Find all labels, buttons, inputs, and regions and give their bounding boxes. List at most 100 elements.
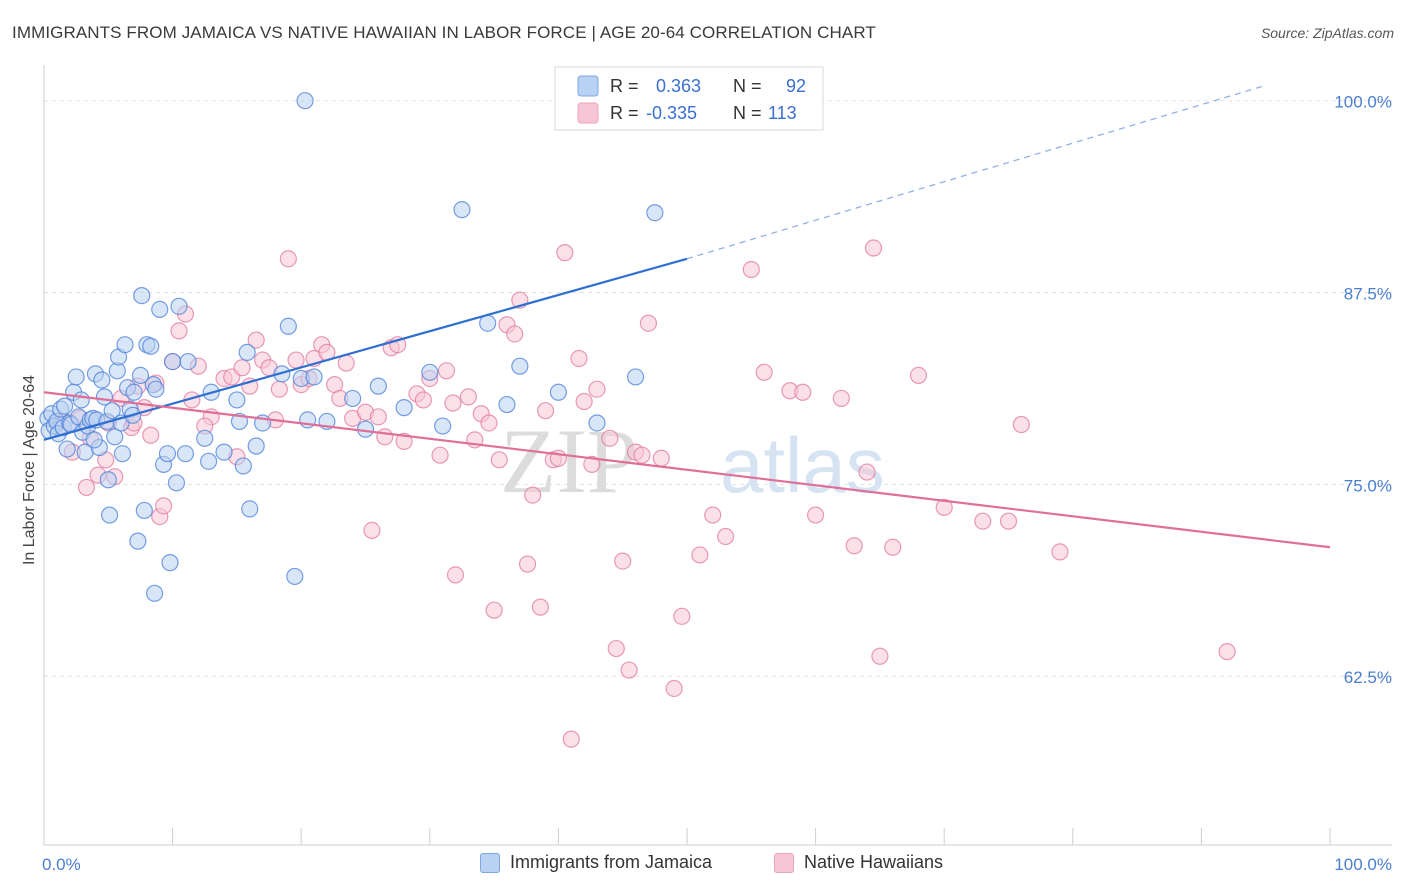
- legend-r-label: R =: [610, 76, 639, 96]
- point-hawaiian: [437, 362, 456, 380]
- point-jamaica: [151, 300, 169, 319]
- point-jamaica: [511, 357, 529, 375]
- point-hawaiian: [562, 730, 580, 748]
- y-tick-labels: 62.5% 75.0% 87.5% 100.0%: [1334, 93, 1392, 687]
- point-hawaiian: [279, 250, 297, 268]
- point-hawaiian: [414, 391, 432, 409]
- point-jamaica: [369, 377, 387, 395]
- point-hawaiian: [794, 383, 812, 401]
- y-tick-label: 62.5%: [1344, 668, 1392, 687]
- point-hawaiian: [170, 322, 188, 340]
- point-jamaica: [100, 506, 119, 524]
- legend-r-label: R =: [610, 103, 639, 123]
- point-jamaica: [286, 567, 304, 586]
- point-hawaiian: [1012, 415, 1030, 434]
- point-jamaica: [135, 501, 153, 520]
- point-jamaica: [133, 286, 151, 305]
- point-hawaiian: [755, 363, 773, 381]
- point-hawaiian: [395, 432, 413, 450]
- point-hawaiian: [575, 392, 593, 411]
- point-hawaiian: [974, 512, 992, 530]
- series-immigrants-from-jamaica: [39, 92, 664, 602]
- point-jamaica: [142, 337, 160, 355]
- trend-line-jamaica: [43, 257, 688, 441]
- point-jamaica: [179, 352, 197, 371]
- point-hawaiian: [614, 552, 632, 570]
- legend-swatch-jamaica: [480, 852, 500, 873]
- point-hawaiian: [806, 506, 825, 524]
- point-hawaiian: [376, 428, 394, 446]
- point-jamaica: [626, 368, 645, 386]
- legend-stats: R = 0.363 N = 92 R = -0.335 N = 113: [554, 66, 824, 131]
- point-hawaiian: [233, 359, 251, 377]
- point-hawaiian: [154, 497, 173, 515]
- point-hawaiian: [524, 486, 542, 504]
- point-jamaica: [228, 391, 246, 409]
- y-axis-title: In Labor Force | Age 20-64: [21, 375, 38, 565]
- trend-extension-jamaica: [686, 84, 1266, 260]
- point-jamaica: [55, 397, 74, 415]
- point-jamaica: [170, 297, 188, 315]
- point-jamaica: [305, 368, 323, 386]
- legend-item-hawaiians: Native Hawaiians: [774, 852, 943, 873]
- point-hawaiian: [858, 463, 876, 481]
- point-jamaica: [131, 366, 150, 384]
- point-jamaica: [85, 431, 103, 449]
- point-jamaica: [200, 452, 218, 470]
- legend-n-value: 113: [768, 103, 797, 123]
- legend-item-jamaica: Immigrants from Jamaica: [480, 852, 712, 873]
- point-jamaica: [106, 428, 124, 446]
- point-jamaica: [161, 554, 179, 572]
- legend-r-value: -0.335: [646, 103, 697, 123]
- point-hawaiian: [363, 521, 381, 539]
- chart-title: IMMIGRANTS FROM JAMAICA VS NATIVE HAWAII…: [12, 23, 876, 42]
- point-jamaica: [230, 412, 249, 431]
- point-hawaiian: [142, 426, 160, 444]
- x-tick-labels: 0.0% 100.0%: [42, 855, 1392, 874]
- point-hawaiian: [691, 546, 709, 564]
- point-jamaica: [67, 368, 85, 386]
- point-jamaica: [72, 391, 90, 409]
- point-hawaiian: [832, 389, 850, 408]
- point-hawaiian: [845, 537, 863, 555]
- point-hawaiian: [673, 607, 691, 625]
- point-jamaica: [498, 395, 516, 414]
- point-hawaiian: [531, 598, 549, 616]
- point-jamaica: [129, 532, 147, 550]
- point-hawaiian: [871, 647, 889, 665]
- point-jamaica: [99, 471, 117, 489]
- point-jamaica: [344, 389, 362, 408]
- y-tick-label: 87.5%: [1344, 285, 1392, 304]
- point-hawaiian: [652, 449, 670, 467]
- point-hawaiian: [490, 451, 508, 469]
- point-hawaiian: [620, 661, 638, 679]
- point-hawaiian: [518, 555, 537, 573]
- point-hawaiian: [480, 414, 498, 432]
- point-jamaica: [549, 383, 568, 401]
- point-hawaiian: [742, 260, 760, 279]
- point-jamaica: [421, 363, 439, 381]
- point-jamaica: [145, 584, 164, 602]
- point-hawaiian: [570, 349, 588, 368]
- point-jamaica: [125, 383, 143, 401]
- point-jamaica: [434, 417, 452, 435]
- point-jamaica: [93, 371, 111, 389]
- point-hawaiian: [337, 354, 355, 372]
- x-tick-label: 100.0%: [1334, 855, 1392, 874]
- point-hawaiian: [431, 446, 449, 464]
- point-hawaiian: [536, 402, 555, 420]
- point-jamaica: [588, 414, 606, 432]
- point-hawaiian: [506, 325, 524, 343]
- legend-swatch-hawaiians: [774, 852, 794, 873]
- point-hawaiian: [459, 388, 477, 406]
- point-hawaiian: [633, 446, 651, 464]
- legend-n-label: N =: [733, 103, 762, 123]
- point-jamaica: [113, 445, 132, 463]
- point-jamaica: [164, 352, 182, 371]
- x-tick-label: 0.0%: [42, 855, 81, 874]
- point-hawaiian: [909, 366, 928, 384]
- point-hawaiian: [716, 527, 735, 546]
- point-hawaiian: [270, 380, 288, 398]
- point-hawaiian: [446, 566, 465, 584]
